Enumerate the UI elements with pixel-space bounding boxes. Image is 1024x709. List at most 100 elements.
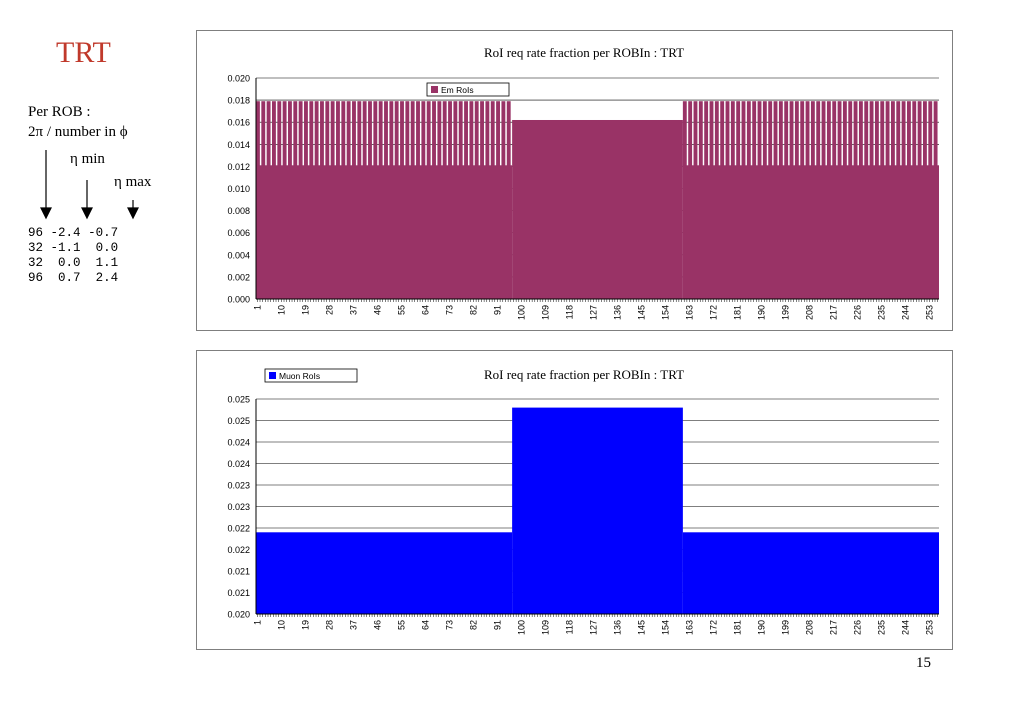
area-spike xyxy=(922,101,927,166)
area-spike xyxy=(352,101,356,166)
area-spike xyxy=(730,101,735,166)
x-tick-label: 127 xyxy=(588,305,598,320)
x-tick-label: 154 xyxy=(661,305,671,320)
series-segment xyxy=(512,119,683,300)
chart-title: RoI req rate fraction per ROBIn : TRT xyxy=(484,45,684,60)
area-block xyxy=(256,532,513,614)
arrows xyxy=(40,150,139,220)
area-spike xyxy=(469,101,474,166)
area-spike xyxy=(410,101,415,166)
y-tick-label: 0.002 xyxy=(227,272,250,282)
x-tick-label: 37 xyxy=(348,305,358,315)
series-segment xyxy=(256,532,513,614)
x-tick-label: 136 xyxy=(613,305,623,320)
area-spike xyxy=(378,101,383,166)
x-tick-label: 199 xyxy=(781,305,791,320)
area-spike xyxy=(736,101,741,166)
slide-title: TRT xyxy=(56,36,111,69)
area-spike xyxy=(704,101,709,166)
area-spike xyxy=(821,101,826,166)
area-spike xyxy=(357,101,362,166)
area-spike xyxy=(906,101,911,166)
note-two-pi: 2π / number in ϕ xyxy=(28,124,128,140)
x-tick-label: 19 xyxy=(300,305,310,315)
x-tick-label: 46 xyxy=(372,305,382,315)
area-spike xyxy=(442,101,447,166)
table-row: 32 0.0 1.1 xyxy=(28,256,119,270)
area-spike xyxy=(298,101,303,166)
area-spike xyxy=(432,101,436,166)
area-spike xyxy=(773,101,778,166)
area-spike xyxy=(784,101,789,166)
area-spike xyxy=(277,101,282,166)
area-spike xyxy=(293,101,298,166)
area-spike xyxy=(741,101,746,166)
area-spike xyxy=(304,101,308,166)
area-spike xyxy=(869,101,874,166)
area-spike xyxy=(506,101,511,166)
series-segment xyxy=(512,407,683,614)
area-spike xyxy=(789,101,794,166)
area-spike xyxy=(330,101,335,166)
x-tick-label: 226 xyxy=(853,620,863,635)
area-spike xyxy=(880,101,885,166)
page-number: 15 xyxy=(916,655,931,671)
y-tick-label: 0.010 xyxy=(227,184,250,194)
x-tick-label: 190 xyxy=(757,620,767,635)
area-spike xyxy=(496,101,500,166)
legend: Em RoIs xyxy=(426,82,510,97)
y-tick-label: 0.021 xyxy=(227,567,250,577)
x-tick-label: 181 xyxy=(733,620,743,635)
x-tick-label: 19 xyxy=(300,620,310,630)
area-spike xyxy=(917,101,922,166)
area-spike xyxy=(874,101,879,166)
area-spike xyxy=(256,101,260,166)
muon-rois-chart: RoI req rate fraction per ROBIn : TRT 0.0… xyxy=(196,350,953,650)
x-tick-label: 28 xyxy=(324,620,334,630)
y-tick-label: 0.018 xyxy=(227,96,250,106)
area-spike xyxy=(693,101,698,166)
area-spike xyxy=(842,101,847,166)
area-spike xyxy=(272,101,276,166)
x-tick-label: 163 xyxy=(685,620,695,635)
x-tick-label: 154 xyxy=(661,620,671,635)
x-tick-label: 1 xyxy=(252,305,262,310)
x-tick-label: 163 xyxy=(685,305,695,320)
x-tick-label: 136 xyxy=(613,620,623,635)
area-spike xyxy=(501,101,506,166)
x-tick-label: 208 xyxy=(805,305,815,320)
area-spike xyxy=(901,101,906,166)
area-spike xyxy=(746,101,751,166)
area-spike xyxy=(282,101,287,166)
area-spike xyxy=(816,101,821,166)
area-spike xyxy=(490,101,495,166)
y-tick-label: 0.025 xyxy=(227,416,250,426)
area-spike xyxy=(688,101,693,166)
x-tick-label: 253 xyxy=(925,620,935,635)
x-tick-label: 235 xyxy=(877,305,887,320)
area-spike xyxy=(725,101,730,166)
area-spike xyxy=(368,101,372,166)
x-tick-label: 217 xyxy=(829,620,839,635)
y-tick-label: 0.023 xyxy=(227,481,250,491)
area-spike xyxy=(336,101,340,166)
area-spike xyxy=(394,101,399,166)
area-spike xyxy=(757,101,762,166)
area-spike xyxy=(362,101,367,166)
y-tick-label: 0.021 xyxy=(227,588,250,598)
area-spike xyxy=(341,101,346,166)
area-spike xyxy=(762,101,767,166)
x-tick-label: 226 xyxy=(853,305,863,320)
area-spike xyxy=(389,101,394,166)
table-row: 32 -1.1 0.0 xyxy=(28,241,119,255)
area-spike xyxy=(885,101,890,166)
x-tick-label: 145 xyxy=(637,305,647,320)
area-spike xyxy=(384,101,388,166)
area-spike xyxy=(896,101,901,166)
x-tick-label: 190 xyxy=(757,305,767,320)
x-tick-label: 109 xyxy=(540,620,550,635)
area-block xyxy=(682,532,939,614)
legend-box xyxy=(426,82,510,97)
area-base xyxy=(256,165,513,299)
x-tick-label: 244 xyxy=(901,305,911,320)
